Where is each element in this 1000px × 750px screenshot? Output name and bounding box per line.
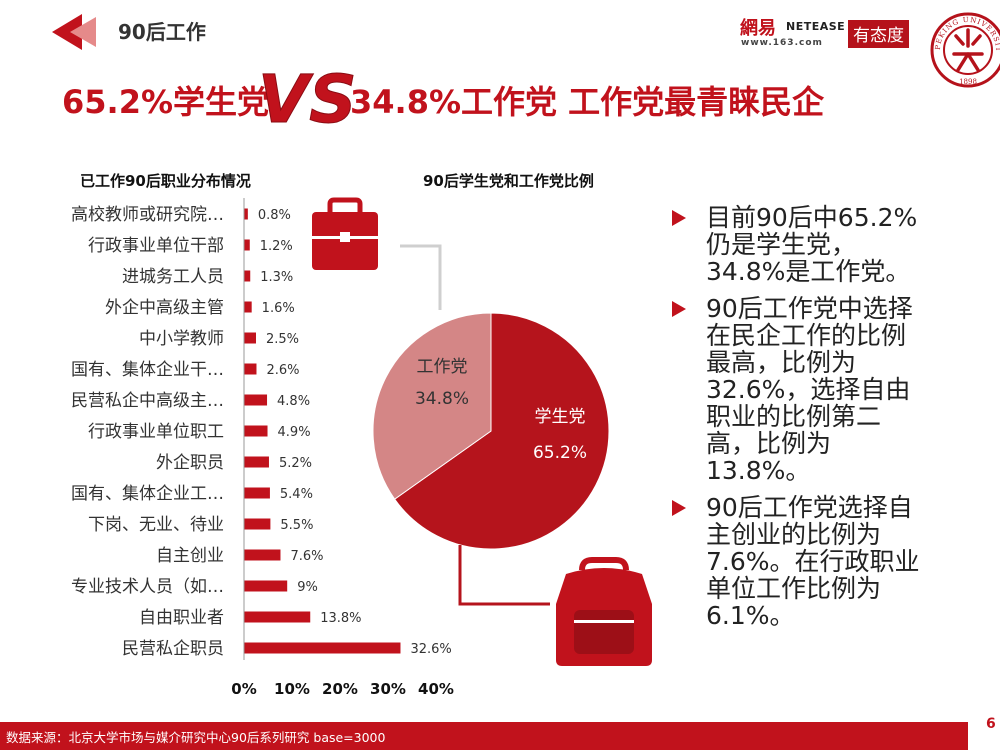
bar-value-label: 5.4%	[280, 487, 313, 502]
bar-category-label: 高校教师或研究院…	[71, 205, 224, 225]
backpack-icon	[556, 557, 652, 666]
bar	[244, 580, 288, 592]
bar-category-label: 中小学教师	[139, 329, 224, 349]
bar	[244, 332, 256, 344]
occupation-bar-chart: 高校教师或研究院… 0.8% 行政事业单位干部 1.2% 进城务工人员 1.3% 外企中高级…	[71, 198, 454, 698]
bar-category-label: 自由职业者	[139, 608, 224, 628]
briefcase-icon	[312, 197, 378, 270]
bar	[244, 487, 270, 499]
x-tick-label: 20%	[322, 680, 358, 698]
bar	[244, 301, 252, 313]
bar-value-label: 5.5%	[280, 518, 313, 533]
pie-slice	[393, 312, 610, 550]
footer-source: 数据来源：北京大学市场与媒介研究中心90后系列研究 base=3000	[6, 730, 386, 745]
bar-value-label: 1.3%	[260, 270, 293, 285]
bullet-text: 90后工作党中选择在民企工作的比例最高，比例为32.6%，选择自由职业的比例第二…	[706, 294, 913, 485]
bar-value-label: 9%	[297, 580, 318, 595]
page-number: 6	[986, 716, 996, 732]
bar-category-label: 自主创业	[156, 546, 224, 566]
bullet-item: 90后工作党中选择在民企工作的比例最高，比例为32.6%，选择自由职业的比例第二…	[668, 295, 930, 484]
peking-university-seal-icon: PEKING UNIVERSITY 1898	[930, 0, 1000, 88]
bar-value-label: 4.8%	[277, 394, 310, 409]
bullet-list: 目前90后中65.2%仍是学生党，34.8%是工作党。 90后工作党中选择在民企…	[668, 204, 930, 639]
briefcase-connector-line	[400, 244, 442, 310]
x-tick-label: 40%	[418, 680, 454, 698]
bullet-text: 90后工作党选择自主创业的比例为7.6%。在行政职业单位工作比例为6.1%。	[706, 493, 920, 630]
bar-category-label: 下岗、无业、待业	[88, 515, 224, 535]
bar	[244, 642, 401, 654]
x-tick-label: 10%	[274, 680, 310, 698]
bar-category-label: 进城务工人员	[122, 267, 224, 287]
bar-value-label: 4.9%	[278, 425, 311, 440]
pie-slice-label: 工作党	[417, 357, 468, 377]
triangle-bullet-icon	[672, 500, 686, 516]
bullet-item: 目前90后中65.2%仍是学生党，34.8%是工作党。	[668, 204, 930, 285]
bullet-item: 90后工作党选择自主创业的比例为7.6%。在行政职业单位工作比例为6.1%。	[668, 494, 930, 629]
bar	[244, 549, 281, 561]
bar-category-label: 外企职员	[156, 453, 224, 473]
pie-slice-label: 学生党	[535, 407, 586, 427]
pie-chart-title: 90后学生党和工作党比例	[423, 172, 594, 190]
vs-mark: VS	[258, 62, 357, 132]
bullet-text: 目前90后中65.2%仍是学生党，34.8%是工作党。	[706, 203, 918, 286]
bar-category-label: 国有、集体企业工…	[71, 484, 224, 504]
bar	[244, 239, 250, 251]
bar-category-label: 外企中高级主管	[105, 298, 224, 318]
bar-chart-title: 已工作90后职业分布情况	[80, 172, 251, 190]
bar	[244, 425, 268, 437]
page-number-box	[968, 708, 1000, 750]
netease-logo-brand: 網易	[740, 18, 776, 39]
section-label: 90后工作	[118, 20, 206, 44]
bar-category-label: 行政事业单位职工	[88, 422, 224, 442]
pie-slice	[372, 312, 492, 500]
bar	[244, 611, 311, 623]
x-tick-label: 0%	[231, 680, 256, 698]
backpack-connector-line	[458, 545, 550, 606]
bar	[244, 208, 248, 220]
netease-logo-url: www.163.com	[741, 38, 823, 48]
bar-value-label: 2.6%	[266, 363, 299, 378]
vs-text: VS	[258, 62, 356, 132]
bar	[244, 394, 268, 406]
bar-category-label: 行政事业单位干部	[88, 236, 224, 256]
bar-value-label: 1.6%	[262, 301, 295, 316]
x-tick-label: 30%	[370, 680, 406, 698]
bar	[244, 363, 257, 375]
bar-value-label: 32.6%	[410, 642, 451, 657]
footer-bar	[0, 722, 1000, 750]
main-title-left: 65.2%学生党	[62, 83, 270, 121]
pie-slice-value: 65.2%	[533, 443, 587, 463]
student-worker-pie-chart: 学生党 65.2% 工作党 34.8%	[312, 197, 652, 666]
netease-logo-latin: NETEASE	[786, 20, 846, 33]
bar-value-label: 1.2%	[260, 239, 293, 254]
header-arrow-icon	[52, 14, 96, 50]
netease-tagline-badge: 有态度	[848, 20, 909, 48]
bar-value-label: 7.6%	[290, 549, 323, 564]
main-title-right: 34.8%工作党 工作党最青睐民企	[350, 83, 825, 121]
seal-year: 1898	[959, 78, 977, 86]
bar	[244, 270, 251, 282]
triangle-bullet-icon	[672, 301, 686, 317]
bar-value-label: 5.2%	[279, 456, 312, 471]
bar-value-label: 0.8%	[258, 208, 291, 223]
bar-category-label: 民营私企职员	[122, 639, 224, 659]
bar-category-label: 国有、集体企业干…	[71, 360, 224, 380]
bar-category-label: 民营私企中高级主…	[71, 391, 224, 411]
bar-value-label: 13.8%	[320, 611, 361, 626]
bar	[244, 456, 269, 468]
bar-value-label: 2.5%	[266, 332, 299, 347]
triangle-bullet-icon	[672, 210, 686, 226]
bar-category-label: 专业技术人员（如…	[71, 577, 224, 597]
pie-slice-value: 34.8%	[415, 389, 469, 409]
bar	[244, 518, 271, 530]
